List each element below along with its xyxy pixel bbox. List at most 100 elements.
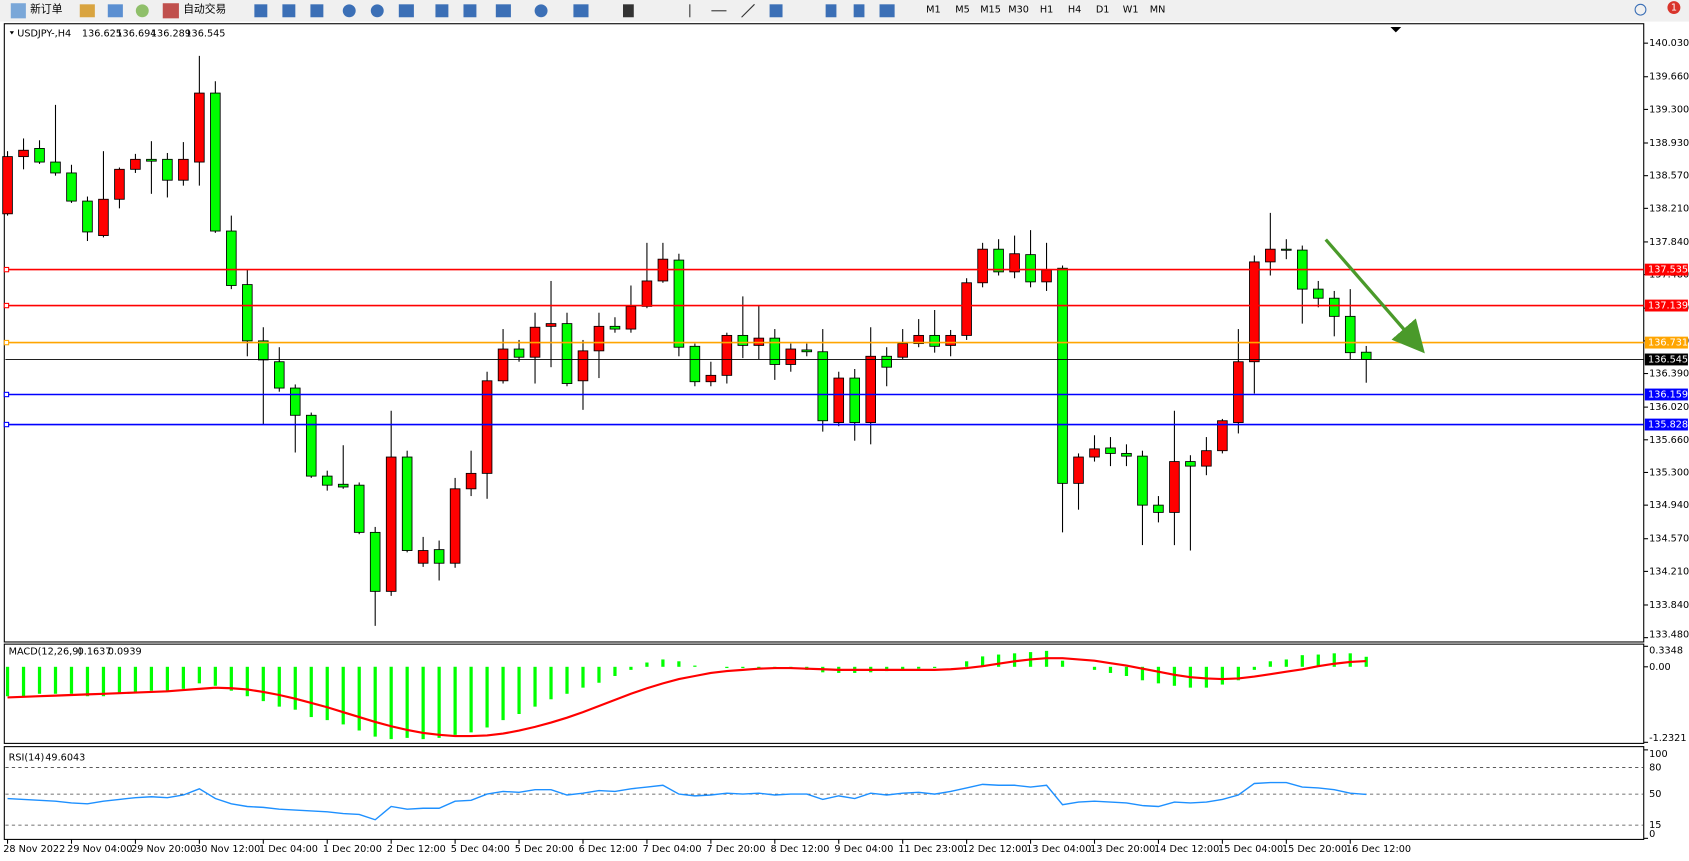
auto-trading-icon[interactable] <box>162 3 179 19</box>
level-label: 136.545 <box>1648 354 1688 365</box>
timeframe-button[interactable]: H1 <box>1040 5 1053 16</box>
toolbar-icon[interactable] <box>310 4 324 18</box>
candle-body <box>1137 455 1148 506</box>
candle-body <box>258 340 269 361</box>
candle-body <box>130 158 141 170</box>
toolbar-icon[interactable] <box>534 4 548 18</box>
candle-body <box>1281 248 1292 251</box>
candle-body <box>545 323 557 327</box>
toolbar-icon[interactable] <box>107 4 123 18</box>
auto-trading-button[interactable]: 自动交易 <box>183 3 226 16</box>
toolbar-icon[interactable] <box>879 4 895 18</box>
timeframe-button[interactable]: M15 <box>980 5 1001 16</box>
timeframe-button[interactable]: M5 <box>955 5 970 16</box>
candle-body <box>481 380 493 474</box>
y-tick-label: 80 <box>1649 763 1661 774</box>
candle-body <box>226 230 237 286</box>
toolbar-icon[interactable] <box>495 4 511 18</box>
toolbar-icon[interactable] <box>623 4 634 18</box>
candle-body <box>66 172 77 202</box>
candle-body <box>513 348 525 358</box>
candle-body <box>194 92 205 163</box>
timeframe-button[interactable]: MN <box>1150 5 1166 16</box>
chart-title: USDJPY-,H4 <box>17 28 71 39</box>
header-close: 136.545 <box>185 28 225 39</box>
candle-body <box>705 374 717 383</box>
candle-body <box>753 337 765 346</box>
new-order-icon[interactable] <box>10 3 26 19</box>
x-tick-label: 11 Dec 23:00 <box>898 844 963 855</box>
notification-badge[interactable] <box>1667 1 1681 15</box>
candle-body <box>945 334 956 346</box>
candle-body <box>1313 288 1324 299</box>
toolbar-icon[interactable] <box>79 4 95 18</box>
toolbar-icon[interactable] <box>398 4 414 18</box>
timeframe-button[interactable]: M30 <box>1008 5 1029 16</box>
y-tick-label: 138.210 <box>1649 203 1689 214</box>
candle-body <box>1041 269 1052 283</box>
y-tick-label: 139.300 <box>1649 104 1689 115</box>
candle-body <box>289 387 301 416</box>
candle-body <box>1057 267 1068 484</box>
y-tick-label: 134.210 <box>1649 566 1689 577</box>
y-tick-label: 139.660 <box>1649 72 1689 83</box>
candle-body <box>2 156 13 215</box>
x-tick-label: 28 Nov 2022 <box>3 844 65 855</box>
toolbar-icon[interactable] <box>573 4 589 18</box>
candle-body <box>369 531 381 592</box>
candle-body <box>817 351 829 422</box>
candle-body <box>929 334 940 347</box>
y-tick-label: 136.020 <box>1649 402 1689 413</box>
toolbar-icon[interactable] <box>370 4 384 18</box>
x-tick-label: 14 Dec 12:00 <box>1154 844 1219 855</box>
x-tick-label: 29 Nov 20:00 <box>131 844 196 855</box>
toolbar-icon[interactable] <box>254 4 268 18</box>
candle-body <box>561 323 573 384</box>
candle-body <box>50 161 61 174</box>
candle-body <box>721 334 733 376</box>
candle-body <box>897 343 908 358</box>
toolbar-icon[interactable] <box>435 4 449 18</box>
candle-body <box>433 549 445 564</box>
candle-body <box>34 148 45 163</box>
timeframe-button[interactable]: H4 <box>1068 5 1081 16</box>
candle-body <box>577 350 589 382</box>
timeframe-button[interactable]: M1 <box>926 5 941 16</box>
shift-marker <box>1390 26 1402 33</box>
toolbar-icon[interactable] <box>825 4 837 18</box>
timeframe-button[interactable]: W1 <box>1123 5 1139 16</box>
candle-body <box>465 472 477 490</box>
candle-body <box>210 92 221 232</box>
rsi-line <box>7 781 1367 821</box>
candle-body <box>961 282 972 336</box>
candle-body <box>114 168 125 200</box>
signal-line <box>7 657 1367 738</box>
level-label-box <box>1644 263 1688 276</box>
y-tick-label: 0 <box>1649 829 1655 840</box>
y-tick-label: 0.00 <box>1649 662 1671 673</box>
toolbar-icon[interactable] <box>853 4 865 18</box>
level-label: 137.139 <box>1648 301 1688 312</box>
toolbar-icon[interactable] <box>282 4 296 18</box>
y-tick-label: 133.840 <box>1649 600 1689 611</box>
candle-body <box>178 158 189 181</box>
y-tick-label: 138.570 <box>1649 171 1689 182</box>
x-tick-label: 1 Dec 20:00 <box>323 844 382 855</box>
new-order-button[interactable]: 新订单 <box>30 3 63 16</box>
candle-body <box>993 248 1004 273</box>
toolbar-icon[interactable] <box>342 4 356 18</box>
toolbar-icon[interactable] <box>463 4 477 18</box>
search-icon[interactable] <box>1634 3 1647 16</box>
toolbar <box>0 0 1689 22</box>
x-tick-label: 1 Dec 04:00 <box>259 844 318 855</box>
timeframe-button[interactable]: D1 <box>1096 5 1110 16</box>
x-tick-label: 12 Dec 12:00 <box>962 844 1027 855</box>
macd-value: 0.1637 <box>78 647 112 658</box>
signal-value: 0.0939 <box>108 647 142 658</box>
y-tick-label: 50 <box>1649 789 1661 800</box>
toolbar-icon[interactable] <box>769 4 783 18</box>
toolbar-icon[interactable] <box>741 3 755 18</box>
candle-body <box>1328 297 1340 317</box>
toolbar-icon[interactable] <box>135 4 149 18</box>
candle-body <box>689 345 701 383</box>
